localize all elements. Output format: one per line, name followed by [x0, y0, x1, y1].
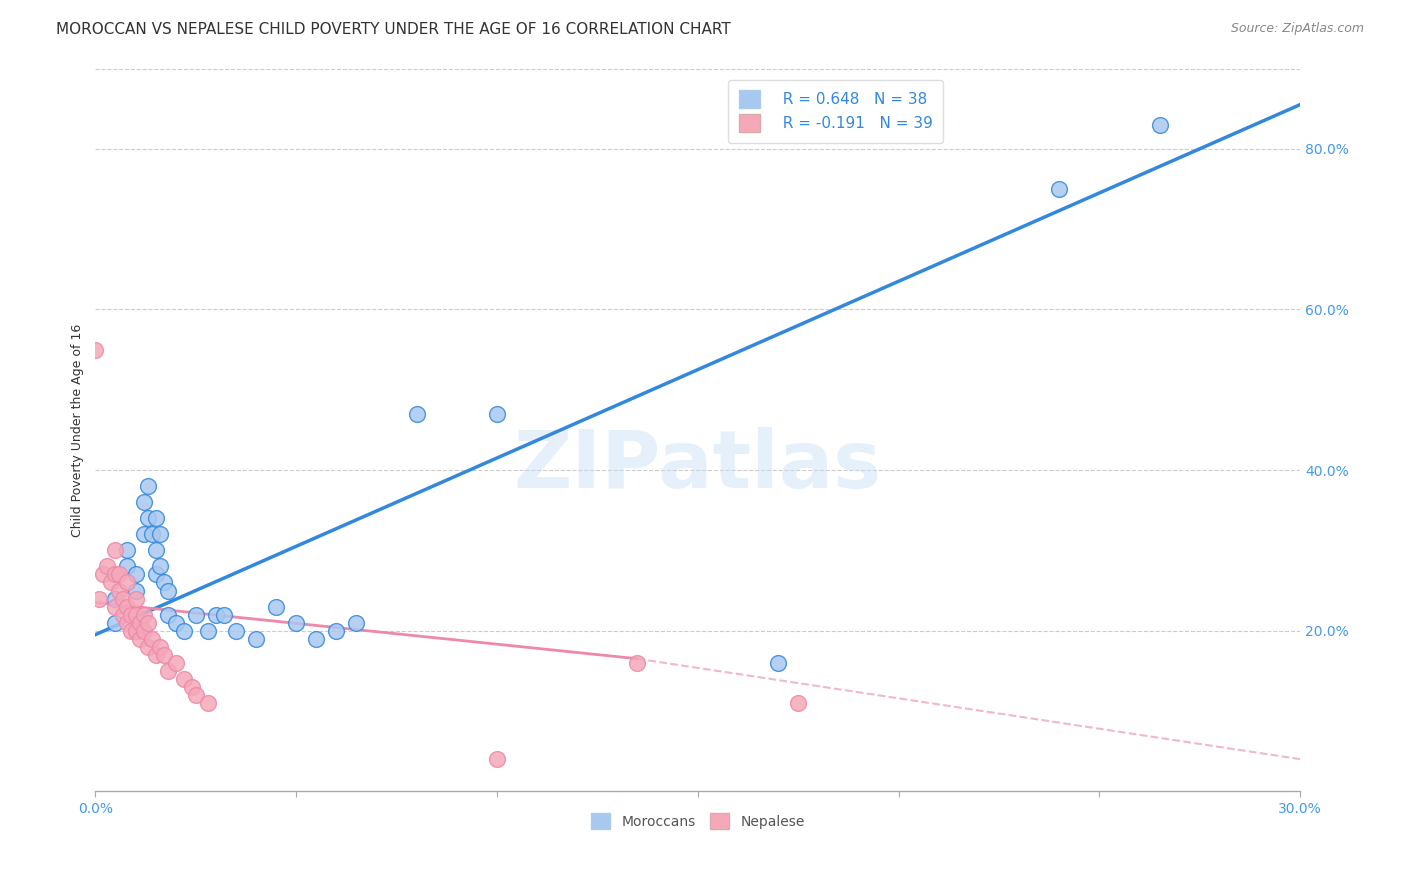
Point — [152, 648, 174, 662]
Text: MOROCCAN VS NEPALESE CHILD POVERTY UNDER THE AGE OF 16 CORRELATION CHART: MOROCCAN VS NEPALESE CHILD POVERTY UNDER… — [56, 22, 731, 37]
Point — [245, 632, 267, 646]
Point — [149, 527, 172, 541]
Point — [141, 632, 163, 646]
Point — [108, 567, 131, 582]
Point — [124, 583, 146, 598]
Point — [132, 495, 155, 509]
Point — [766, 656, 789, 670]
Point — [124, 591, 146, 606]
Point — [124, 624, 146, 638]
Text: Source: ZipAtlas.com: Source: ZipAtlas.com — [1230, 22, 1364, 36]
Point — [117, 599, 139, 614]
Point — [104, 567, 127, 582]
Point — [156, 583, 179, 598]
Legend: Moroccans, Nepalese: Moroccans, Nepalese — [585, 808, 810, 835]
Point — [145, 543, 167, 558]
Point — [165, 656, 187, 670]
Point — [344, 615, 367, 630]
Point — [132, 527, 155, 541]
Point — [136, 479, 159, 493]
Point — [104, 543, 127, 558]
Point — [112, 591, 135, 606]
Point — [121, 607, 143, 622]
Point — [197, 624, 219, 638]
Point — [149, 640, 172, 654]
Point — [787, 696, 810, 710]
Point — [405, 407, 427, 421]
Point — [212, 607, 235, 622]
Point — [104, 599, 127, 614]
Point — [184, 688, 207, 702]
Point — [96, 559, 118, 574]
Point — [136, 640, 159, 654]
Point — [173, 672, 195, 686]
Point — [145, 567, 167, 582]
Point — [485, 752, 508, 766]
Point — [100, 575, 122, 590]
Point — [124, 624, 146, 638]
Point — [149, 559, 172, 574]
Point — [132, 607, 155, 622]
Point — [117, 543, 139, 558]
Text: ZIPatlas: ZIPatlas — [513, 427, 882, 505]
Point — [152, 575, 174, 590]
Point — [104, 591, 127, 606]
Point — [117, 575, 139, 590]
Point — [124, 607, 146, 622]
Point — [136, 511, 159, 525]
Point — [112, 607, 135, 622]
Point — [1149, 118, 1171, 132]
Y-axis label: Child Poverty Under the Age of 16: Child Poverty Under the Age of 16 — [72, 323, 84, 536]
Point — [84, 343, 107, 357]
Point — [117, 615, 139, 630]
Point — [485, 407, 508, 421]
Point — [136, 615, 159, 630]
Point — [626, 656, 648, 670]
Point — [173, 624, 195, 638]
Point — [325, 624, 347, 638]
Point — [93, 567, 115, 582]
Point — [184, 607, 207, 622]
Point — [180, 680, 202, 694]
Point — [156, 664, 179, 678]
Point — [205, 607, 228, 622]
Point — [132, 624, 155, 638]
Point — [124, 567, 146, 582]
Point — [89, 591, 111, 606]
Point — [128, 632, 150, 646]
Point — [156, 607, 179, 622]
Point — [264, 599, 287, 614]
Point — [145, 648, 167, 662]
Point — [104, 615, 127, 630]
Point — [225, 624, 247, 638]
Point — [117, 559, 139, 574]
Point — [145, 511, 167, 525]
Point — [165, 615, 187, 630]
Point — [108, 583, 131, 598]
Point — [1047, 182, 1070, 196]
Point — [141, 527, 163, 541]
Point — [197, 696, 219, 710]
Point — [121, 624, 143, 638]
Point — [285, 615, 308, 630]
Point — [128, 615, 150, 630]
Point — [305, 632, 328, 646]
